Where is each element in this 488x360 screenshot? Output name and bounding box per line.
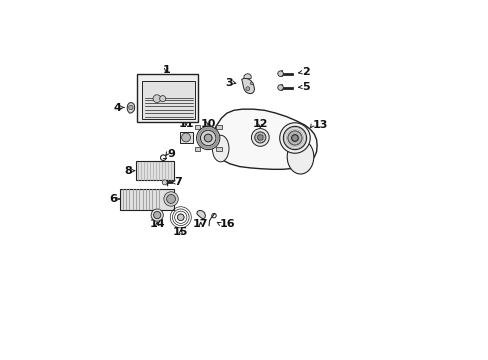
FancyBboxPatch shape xyxy=(142,81,194,120)
Text: 7: 7 xyxy=(174,177,182,187)
Text: 4: 4 xyxy=(113,103,121,113)
Circle shape xyxy=(251,129,268,146)
Text: 12: 12 xyxy=(252,118,267,129)
Text: 6: 6 xyxy=(109,194,117,204)
Polygon shape xyxy=(197,210,205,219)
Text: 13: 13 xyxy=(312,120,327,130)
Circle shape xyxy=(128,105,133,110)
Circle shape xyxy=(250,82,253,85)
Text: 16: 16 xyxy=(220,219,235,229)
Circle shape xyxy=(277,71,283,76)
Text: 8: 8 xyxy=(124,166,132,176)
Polygon shape xyxy=(127,103,135,113)
Text: 15: 15 xyxy=(173,227,188,237)
Circle shape xyxy=(283,126,306,150)
Circle shape xyxy=(204,134,212,142)
Circle shape xyxy=(153,211,161,219)
Polygon shape xyxy=(211,109,317,169)
FancyBboxPatch shape xyxy=(216,147,221,150)
Circle shape xyxy=(200,130,216,146)
Text: 10: 10 xyxy=(200,118,215,129)
Circle shape xyxy=(162,180,167,185)
Circle shape xyxy=(279,123,309,153)
Circle shape xyxy=(257,135,263,140)
FancyBboxPatch shape xyxy=(135,161,174,180)
Text: 5: 5 xyxy=(301,82,309,92)
Text: 3: 3 xyxy=(224,77,232,87)
Polygon shape xyxy=(244,74,251,78)
FancyBboxPatch shape xyxy=(194,147,200,150)
Circle shape xyxy=(166,194,175,203)
Text: 2: 2 xyxy=(301,67,309,77)
Text: 1: 1 xyxy=(162,64,170,75)
Circle shape xyxy=(196,126,220,150)
Circle shape xyxy=(163,192,178,206)
Circle shape xyxy=(254,132,265,143)
Text: 14: 14 xyxy=(149,219,164,229)
Circle shape xyxy=(291,135,298,141)
Circle shape xyxy=(160,96,165,102)
Text: 17: 17 xyxy=(193,219,208,229)
Circle shape xyxy=(177,214,183,221)
Text: 9: 9 xyxy=(166,149,174,159)
Circle shape xyxy=(181,133,190,142)
Ellipse shape xyxy=(212,135,228,162)
Circle shape xyxy=(287,131,301,145)
FancyBboxPatch shape xyxy=(137,74,198,122)
FancyBboxPatch shape xyxy=(120,189,174,210)
FancyBboxPatch shape xyxy=(216,125,221,129)
Circle shape xyxy=(245,87,249,91)
Polygon shape xyxy=(241,78,254,94)
Circle shape xyxy=(277,85,283,90)
FancyBboxPatch shape xyxy=(180,132,193,143)
Ellipse shape xyxy=(286,140,313,174)
Circle shape xyxy=(153,95,161,103)
Circle shape xyxy=(151,209,163,221)
Text: 11: 11 xyxy=(178,118,193,129)
FancyBboxPatch shape xyxy=(194,125,200,129)
